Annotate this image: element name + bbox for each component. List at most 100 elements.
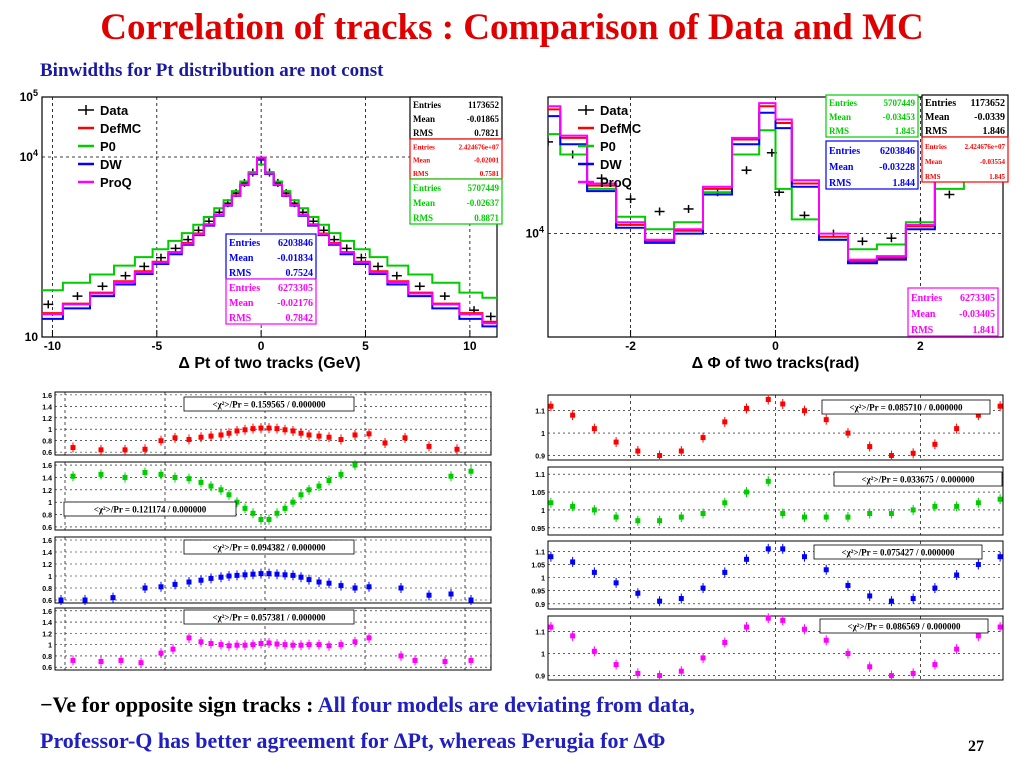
stat-key: Mean: [413, 157, 430, 165]
x-axis-label: Δ Pt of two tracks (GeV): [178, 355, 360, 372]
stat-value: -0.02001: [474, 157, 500, 165]
chi2-frame: [833, 471, 1003, 487]
page-number: 27: [968, 738, 984, 755]
stat-box-p0: Entries 5707449 Mean -0.02637 RMS 0.8871: [409, 178, 503, 225]
stat-box-frame: [825, 140, 919, 190]
tick-label: -10: [44, 339, 62, 353]
stat-box-data: Entries 1173652 Mean -0.0339 RMS 1.846: [921, 94, 1009, 138]
chi2-label-box: <χ²>/Pr = 0.075427 / 0.000000: [813, 544, 983, 560]
tick-label: 104: [526, 225, 544, 241]
stat-value: 6273305: [278, 283, 313, 294]
chi2-label-box: <χ²>/Pr = 0.057381 / 0.000000: [183, 609, 355, 625]
legend: Data DefMC P0 DW ProQ: [78, 103, 142, 190]
conclusion-line-1: −Ve for opposite sign tracks : All four …: [40, 692, 695, 718]
stat-box-frame: [225, 233, 317, 280]
stat-box-proq: Entries 6273305 Mean -0.02176 RMS 0.7842: [225, 278, 317, 325]
ratio-panel-p0: 0.6 0.8 1 1.2 1.4 1.6 <χ²>/Pr = 0.121174 / 0.0…: [42, 460, 492, 532]
stat-key: Mean: [229, 298, 254, 309]
tick-label: 0.8: [42, 513, 52, 520]
stat-box-dw: Entries 6203846 Mean -0.03228 RMS 1.844: [825, 140, 919, 190]
stat-key: RMS: [413, 128, 433, 138]
slide-title: Correlation of tracks : Comparison of Da…: [100, 7, 924, 48]
tick-label: 1: [541, 652, 545, 659]
tick-label: 0.9: [535, 602, 545, 609]
tick-label: 10: [463, 339, 477, 353]
legend: Data DefMC P0 DW ProQ: [578, 103, 642, 190]
stat-value: 0.7821: [474, 128, 499, 138]
stat-value: 1.846: [983, 126, 1006, 137]
tick-label: 1.2: [42, 562, 52, 569]
stat-key: RMS: [911, 325, 934, 336]
legend-label: P0: [600, 139, 616, 154]
conclusion-lead: −Ve for opposite sign tracks :: [40, 692, 318, 717]
stat-key: Entries: [829, 98, 857, 108]
chi2-label: <χ²>/Pr = 0.085710 / 0.000000: [849, 403, 963, 413]
stat-value: -0.01865: [467, 114, 500, 124]
chart-dphi: -2 0 2 104 Δ Φ of two tracks(rad) Data DefMC P0…: [526, 94, 1009, 372]
chi2-label: <χ²>/Pr = 0.094382 / 0.000000: [212, 543, 326, 553]
ratio-panel-dw: 0.9 0.95 1 1.05 1.1 <χ²>/Pr = 0.075427 / 0.00…: [531, 540, 1004, 610]
tick-label: 1.05: [531, 490, 545, 497]
tick-label: 1.4: [42, 620, 52, 627]
stat-box-defmc: Entries 2.424676e+07 Mean -0.02001 RMS 0.7581: [409, 138, 503, 180]
chart-ratios_pt: 0.6 0.8 1 1.2 1.4 1.6 <χ²>/Pr = 0.159565 / 0.0…: [42, 391, 492, 672]
legend-label: Data: [600, 103, 629, 118]
stat-box-p0: Entries 5707449 Mean -0.03453 RMS 1.845: [825, 94, 919, 138]
stat-value: 0.7842: [286, 313, 314, 324]
chi2-label: <χ²>/Pr = 0.121174 / 0.000000: [94, 505, 207, 515]
stat-value: 1.845: [989, 173, 1005, 181]
tick-label: 1.4: [42, 404, 52, 411]
stat-key: RMS: [925, 173, 941, 181]
panel-frame: [54, 461, 492, 531]
stat-key: RMS: [413, 170, 429, 178]
ratio-panel-dw: 0.6 0.8 1 1.2 1.4 1.6 <χ²>/Pr = 0.094382 / 0.0…: [42, 536, 492, 605]
stat-box-data: Entries 1173652 Mean -0.01865 RMS 0.7821: [409, 96, 503, 140]
chi2-frame: [183, 609, 355, 625]
chart-ratios_phi: 0.9 1 1.1 <χ²>/Pr = 0.085710 / 0.000000 0.95…: [531, 394, 1004, 681]
stat-value: 5707449: [468, 183, 500, 193]
tick-label: -2: [625, 339, 636, 353]
stat-key: Entries: [911, 293, 942, 304]
stat-key: Mean: [925, 112, 950, 123]
tick-label: 1: [541, 576, 545, 583]
series-proq: [548, 102, 1003, 261]
tick-label: 1.2: [42, 416, 52, 423]
stat-value: 1173652: [971, 98, 1005, 109]
stat-key: Entries: [413, 100, 441, 110]
stat-value: 2.424676e+07: [965, 143, 1006, 151]
conclusion-highlight: All four models are deviating from data,: [317, 692, 695, 717]
legend-label: DW: [600, 157, 622, 172]
chi2-frame: [63, 501, 237, 517]
ratio-panel-defmc: 0.9 1 1.1 <χ²>/Pr = 0.085710 / 0.000000: [535, 394, 1004, 461]
stat-value: 0.7524: [286, 268, 314, 279]
tick-label: 2: [917, 339, 924, 353]
x-axis-label: Δ Φ of two tracks(rad): [692, 355, 860, 372]
stat-key: Mean: [413, 114, 435, 124]
tick-label: 1.1: [535, 472, 545, 479]
tick-label: 10: [25, 330, 39, 344]
stat-box-frame: [907, 287, 999, 337]
legend-label: DefMC: [600, 121, 642, 136]
tick-label: 0.6: [42, 598, 52, 605]
stat-key: Mean: [229, 253, 254, 264]
chi2-label-box: <χ²>/Pr = 0.094382 / 0.000000: [183, 539, 355, 555]
series-group: [548, 102, 1003, 265]
ratio-panel-defmc: 0.6 0.8 1 1.2 1.4 1.6 <χ²>/Pr = 0.159565 / 0.0…: [42, 391, 492, 457]
tick-label: 0.8: [42, 586, 52, 593]
chi2-label: <χ²>/Pr = 0.159565 / 0.000000: [212, 400, 326, 410]
tick-label: 5: [362, 339, 369, 353]
tick-label: 1.4: [42, 550, 52, 557]
legend-label: DW: [100, 157, 122, 172]
legend-label: ProQ: [100, 175, 132, 190]
tick-label: 1.2: [42, 488, 52, 495]
stat-value: -0.03228: [879, 162, 915, 173]
tick-label: 1: [48, 500, 52, 507]
stat-box-proq: Entries 6273305 Mean -0.03405 RMS 1.841: [907, 287, 999, 337]
chi2-label-box: <χ²>/Pr = 0.159565 / 0.000000: [183, 396, 355, 412]
tick-label: 0: [258, 339, 265, 353]
stat-value: -0.02176: [277, 298, 313, 309]
tick-label: 1.1: [535, 549, 545, 556]
chi2-label-box: <χ²>/Pr = 0.033675 / 0.000000: [833, 471, 1003, 487]
tick-label: 1.6: [42, 609, 52, 616]
tick-label: 1.6: [42, 393, 52, 400]
